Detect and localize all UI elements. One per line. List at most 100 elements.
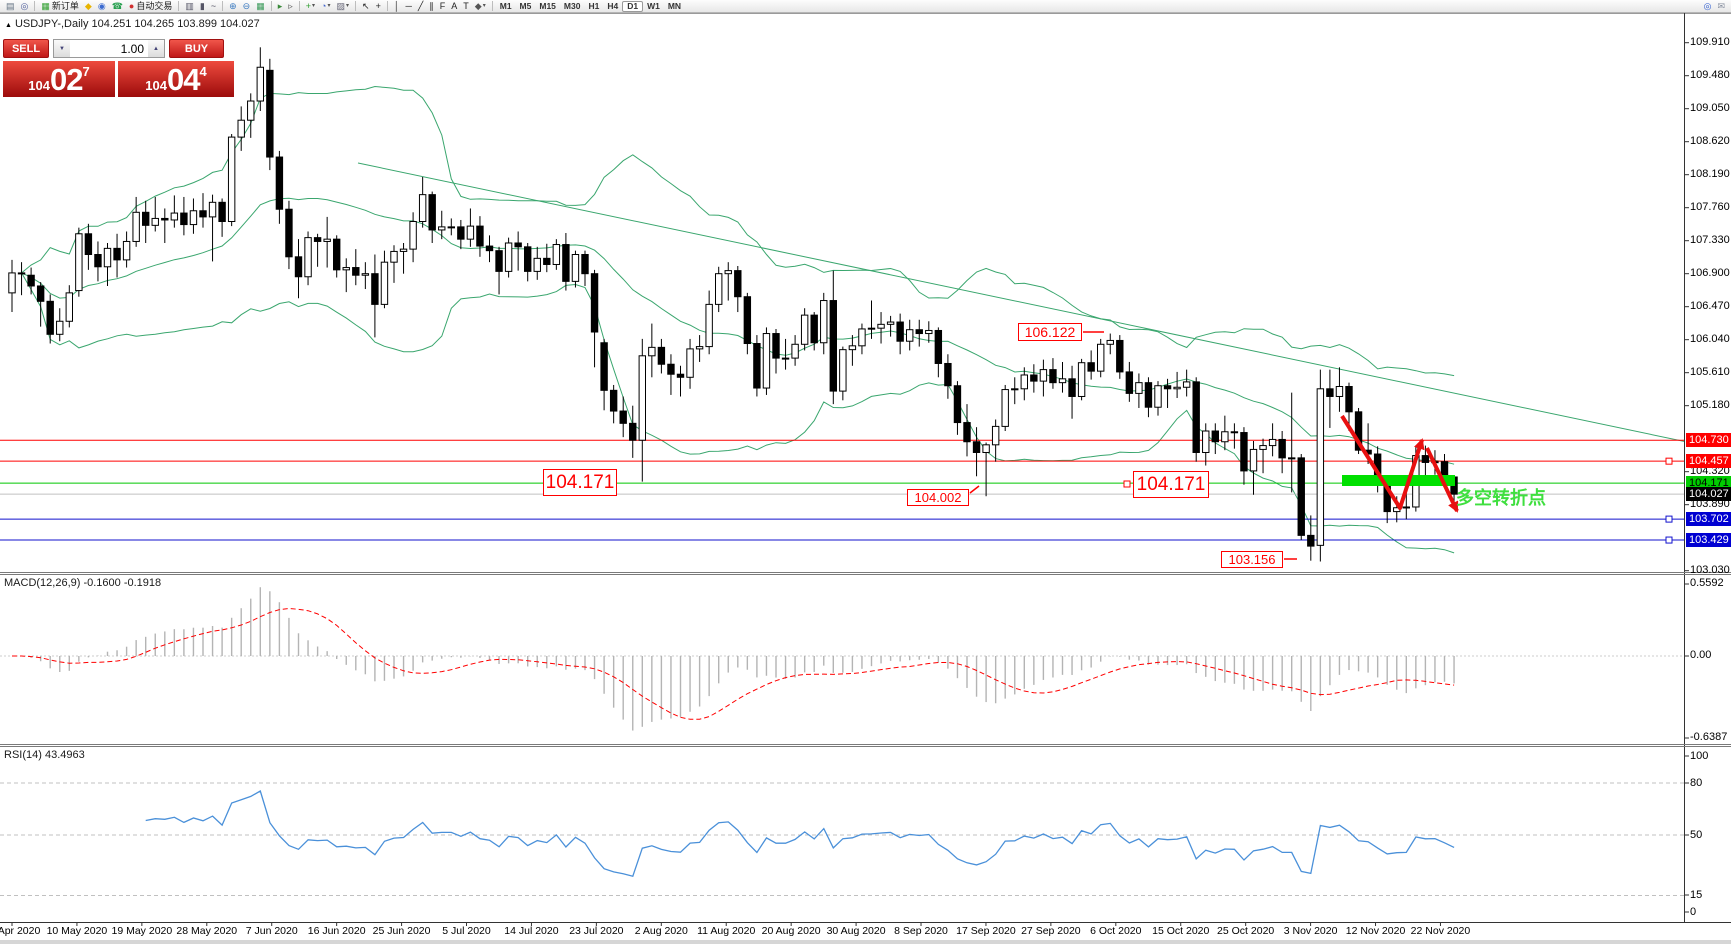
horizontal-line-icon[interactable]: ─ (402, 1, 414, 12)
timeframe-button-W1[interactable]: W1 (647, 0, 660, 11)
toolbar-separator (386, 1, 388, 11)
timeframe-button-H1[interactable]: H1 (588, 0, 600, 11)
one-click-row: SELL ▼ ▲ BUY (3, 39, 234, 59)
vertical-line-icon[interactable]: │ (391, 1, 403, 12)
price-axis-tick-label: 107.330 (1690, 233, 1730, 246)
volume-input[interactable] (70, 40, 148, 57)
time-axis-label: 6 Oct 2020 (1090, 925, 1142, 937)
templates-icon: ▨ (336, 0, 346, 11)
price-axis-tick-label: 106.470 (1690, 299, 1730, 312)
autotrading-button[interactable]: ● 自动交易 (126, 1, 175, 12)
indicators-add-icon: + (305, 0, 312, 11)
price-axis-tick-label: 106.900 (1690, 266, 1730, 279)
macd-axis-label: 0.00 (1690, 649, 1712, 661)
time-axis-label: 16 Jun 2020 (307, 925, 366, 937)
templates-icon[interactable]: ▨ ▾ (334, 1, 353, 12)
timeframe-button-MN[interactable]: MN (667, 0, 682, 11)
indicators-add-icon[interactable]: + ▾ (303, 1, 318, 12)
signals-icon: ☎ (111, 0, 123, 11)
tile-windows-icon[interactable]: ▦ (253, 1, 268, 12)
bar-chart-icon[interactable]: ▥ (182, 1, 197, 12)
price-annotation[interactable]: 103.156 (1221, 551, 1283, 568)
chinese-annotation[interactable]: 多空转折点 (1456, 488, 1546, 508)
time-axis-label: 28 May 2020 (176, 925, 238, 937)
timeframe-button-H4[interactable]: H4 (607, 0, 619, 11)
trendline-icon[interactable]: ╱ (415, 1, 426, 12)
signals-icon[interactable]: ☎ (109, 1, 126, 12)
rsi-axis-label: 100 (1690, 750, 1709, 762)
time-axis-label: 11 Aug 2020 (697, 925, 756, 937)
fibonacci-icon[interactable]: F (437, 1, 449, 12)
rsi-axis-label: 15 (1690, 889, 1703, 901)
time-axis-label: 25 Jun 2020 (372, 925, 431, 937)
shapes-icon[interactable]: ◆ ▾ (472, 1, 489, 12)
periods-icon[interactable]: ◔ ▾ (318, 1, 333, 12)
chart-shift-icon[interactable]: ▹ (285, 1, 296, 12)
buy-price-display[interactable]: 104 04 4 (118, 61, 234, 97)
price-annotation[interactable]: 104.002 (907, 489, 969, 506)
data-window-icon[interactable]: ◎ (18, 1, 32, 12)
auto-scroll-icon[interactable]: ▸ (275, 1, 286, 12)
price-annotation[interactable]: 104.171 (543, 469, 617, 496)
dropdown-arrow-icon: ▾ (327, 2, 331, 9)
price-axis-tick-label: 109.910 (1690, 35, 1730, 48)
price-annotation[interactable]: 104.171 (1133, 471, 1209, 498)
sell-button[interactable]: SELL (3, 39, 49, 58)
vertical-line-icon: │ (393, 0, 400, 11)
volume-decrease-button[interactable]: ▼ (54, 40, 70, 57)
zoom-in-icon[interactable]: ⊕ (226, 1, 240, 12)
text-icon: A (451, 0, 458, 11)
timeframe-button-M5[interactable]: M5 (519, 0, 532, 11)
line-chart-icon[interactable]: ~ (208, 1, 219, 12)
time-axis-label: 10 May 2020 (46, 925, 108, 937)
price-line-label: 104.730 (1686, 433, 1731, 448)
user-profile-icon[interactable]: ◉ (95, 1, 109, 12)
channel-icon[interactable]: ∥ (426, 1, 437, 12)
timeframe-button-M15[interactable]: M15 (539, 0, 556, 11)
shapes-icon: ◆ (474, 0, 482, 11)
text-label-icon[interactable]: T (460, 1, 472, 12)
timeframe-button-M1[interactable]: M1 (499, 0, 512, 11)
new-order-button: ▦ (41, 0, 50, 11)
autotrading-button-label: 自动交易 (136, 0, 173, 11)
price-annotation[interactable]: 106.122 (1018, 323, 1082, 341)
cursor-icon[interactable]: ↖ (359, 1, 373, 12)
macd-axis-label: 0.5592 (1690, 577, 1724, 589)
sell-price-base: 104 (28, 78, 50, 93)
chat-icon[interactable]: ✉ (1714, 1, 1728, 12)
sell-price-main: 02 (49, 61, 83, 97)
search-icon[interactable]: ◎ (1701, 1, 1715, 12)
fibonacci-icon: F (439, 0, 446, 11)
time-axis-label: 15 Oct 2020 (1152, 925, 1210, 937)
crosshair-icon[interactable]: + (373, 1, 384, 12)
mql-community-icon[interactable]: ◆ (82, 1, 95, 12)
volume-increase-button[interactable]: ▲ (148, 40, 164, 57)
chat-icon: ✉ (1717, 0, 1725, 11)
chart-window-icon[interactable]: ▤ (3, 1, 18, 12)
candlestick-chart-icon[interactable]: ▮ (197, 1, 208, 12)
sell-price-display[interactable]: 104 02 7 (3, 61, 115, 97)
crosshair-icon: + (375, 0, 381, 11)
buy-button[interactable]: BUY (169, 39, 224, 58)
volume-stepper: ▼ ▲ (53, 39, 165, 58)
time-axis-label: 30 Apr 2020 (0, 925, 41, 937)
collapse-panel-icon[interactable]: ▲ (5, 22, 12, 29)
toolbar-separator (355, 1, 357, 11)
window-bottom-edge (0, 940, 1731, 944)
time-axis-label: 27 Sep 2020 (1021, 925, 1081, 937)
price-axis-tick-label: 108.190 (1690, 167, 1730, 180)
text-icon[interactable]: A (448, 1, 460, 12)
zoom-out-icon[interactable]: ⊖ (240, 1, 254, 12)
toolbar-separator (270, 1, 272, 11)
periods-icon: ◔ (321, 0, 327, 11)
new-order-button[interactable]: ▦ 新订单 (38, 1, 82, 12)
rsi-axis-label: 50 (1690, 829, 1703, 841)
timeframe-button-M30[interactable]: M30 (563, 0, 581, 11)
toolbar-separator (222, 1, 224, 11)
toolbar-separator (34, 1, 36, 11)
tile-windows-icon: ▦ (256, 0, 265, 11)
timeframe-button-D1[interactable]: D1 (622, 0, 644, 12)
time-axis-label: 22 Nov 2020 (1410, 925, 1471, 937)
